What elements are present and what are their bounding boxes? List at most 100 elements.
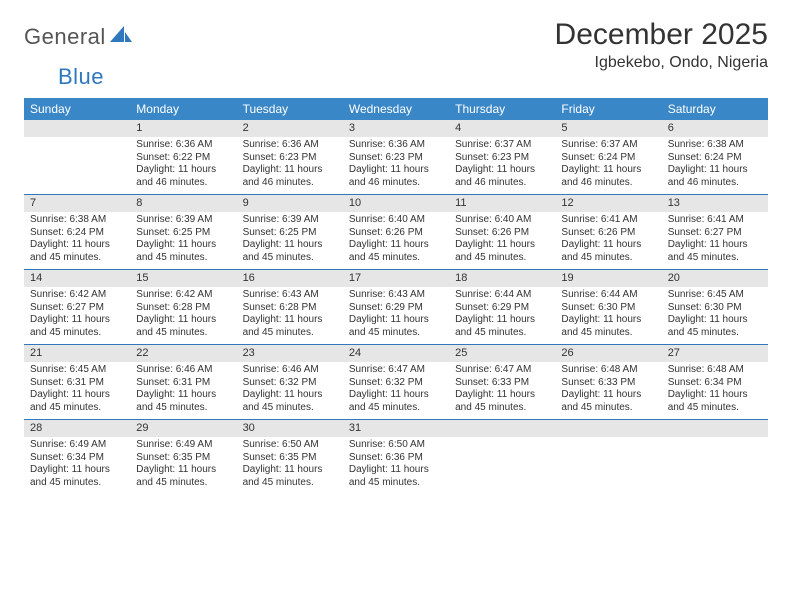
day-number: 25 (449, 345, 555, 362)
day-cell: 22Sunrise: 6:46 AMSunset: 6:31 PMDayligh… (130, 345, 236, 419)
sunset-text: Sunset: 6:27 PM (668, 227, 762, 240)
sunrise-text: Sunrise: 6:50 AM (243, 439, 337, 452)
sunrise-text: Sunrise: 6:40 AM (349, 214, 443, 227)
day-cell: 25Sunrise: 6:47 AMSunset: 6:33 PMDayligh… (449, 345, 555, 419)
day-number: 22 (130, 345, 236, 362)
day-cell: 4Sunrise: 6:37 AMSunset: 6:23 PMDaylight… (449, 120, 555, 194)
day-number: 5 (555, 120, 661, 137)
sunrise-text: Sunrise: 6:38 AM (30, 214, 124, 227)
sunrise-text: Sunrise: 6:48 AM (561, 364, 655, 377)
day-number: 31 (343, 420, 449, 437)
sunset-text: Sunset: 6:25 PM (243, 227, 337, 240)
day-cell: 12Sunrise: 6:41 AMSunset: 6:26 PMDayligh… (555, 195, 661, 269)
sunset-text: Sunset: 6:36 PM (349, 452, 443, 465)
daylight-text: Daylight: 11 hours and 45 minutes. (668, 239, 762, 264)
sunset-text: Sunset: 6:31 PM (30, 377, 124, 390)
day-body: Sunrise: 6:43 AMSunset: 6:29 PMDaylight:… (343, 287, 449, 343)
day-body: Sunrise: 6:41 AMSunset: 6:26 PMDaylight:… (555, 212, 661, 268)
day-body: Sunrise: 6:48 AMSunset: 6:34 PMDaylight:… (662, 362, 768, 418)
day-body: Sunrise: 6:49 AMSunset: 6:35 PMDaylight:… (130, 437, 236, 493)
sunrise-text: Sunrise: 6:44 AM (455, 289, 549, 302)
daylight-text: Daylight: 11 hours and 46 minutes. (668, 164, 762, 189)
weekday-header: Friday (555, 98, 661, 120)
sunrise-text: Sunrise: 6:40 AM (455, 214, 549, 227)
sunrise-text: Sunrise: 6:38 AM (668, 139, 762, 152)
day-body: Sunrise: 6:46 AMSunset: 6:32 PMDaylight:… (237, 362, 343, 418)
week-row: 28Sunrise: 6:49 AMSunset: 6:34 PMDayligh… (24, 420, 768, 494)
sunset-text: Sunset: 6:34 PM (30, 452, 124, 465)
day-number: 18 (449, 270, 555, 287)
day-cell: 2Sunrise: 6:36 AMSunset: 6:23 PMDaylight… (237, 120, 343, 194)
day-cell: 15Sunrise: 6:42 AMSunset: 6:28 PMDayligh… (130, 270, 236, 344)
day-body: Sunrise: 6:43 AMSunset: 6:28 PMDaylight:… (237, 287, 343, 343)
day-cell: 6Sunrise: 6:38 AMSunset: 6:24 PMDaylight… (662, 120, 768, 194)
sunset-text: Sunset: 6:33 PM (561, 377, 655, 390)
daylight-text: Daylight: 11 hours and 45 minutes. (455, 314, 549, 339)
day-body: Sunrise: 6:40 AMSunset: 6:26 PMDaylight:… (343, 212, 449, 268)
week-row: 7Sunrise: 6:38 AMSunset: 6:24 PMDaylight… (24, 195, 768, 270)
week-row: 1Sunrise: 6:36 AMSunset: 6:22 PMDaylight… (24, 120, 768, 195)
sunset-text: Sunset: 6:29 PM (349, 302, 443, 315)
daylight-text: Daylight: 11 hours and 45 minutes. (561, 389, 655, 414)
calendar-grid: Sunday Monday Tuesday Wednesday Thursday… (24, 98, 768, 494)
daylight-text: Daylight: 11 hours and 45 minutes. (30, 314, 124, 339)
day-body: Sunrise: 6:50 AMSunset: 6:35 PMDaylight:… (237, 437, 343, 493)
day-number: 13 (662, 195, 768, 212)
day-cell: 14Sunrise: 6:42 AMSunset: 6:27 PMDayligh… (24, 270, 130, 344)
day-body (449, 437, 555, 443)
day-body: Sunrise: 6:36 AMSunset: 6:23 PMDaylight:… (343, 137, 449, 193)
day-number: 12 (555, 195, 661, 212)
day-number: 14 (24, 270, 130, 287)
daylight-text: Daylight: 11 hours and 46 minutes. (561, 164, 655, 189)
day-number: 26 (555, 345, 661, 362)
daylight-text: Daylight: 11 hours and 45 minutes. (349, 314, 443, 339)
day-cell: 9Sunrise: 6:39 AMSunset: 6:25 PMDaylight… (237, 195, 343, 269)
day-number: 30 (237, 420, 343, 437)
day-number: 24 (343, 345, 449, 362)
day-body: Sunrise: 6:45 AMSunset: 6:30 PMDaylight:… (662, 287, 768, 343)
sunset-text: Sunset: 6:26 PM (561, 227, 655, 240)
day-cell: 24Sunrise: 6:47 AMSunset: 6:32 PMDayligh… (343, 345, 449, 419)
day-number (662, 420, 768, 437)
day-number: 10 (343, 195, 449, 212)
day-body: Sunrise: 6:48 AMSunset: 6:33 PMDaylight:… (555, 362, 661, 418)
week-row: 21Sunrise: 6:45 AMSunset: 6:31 PMDayligh… (24, 345, 768, 420)
logo-text-b: Blue (58, 64, 104, 90)
sunset-text: Sunset: 6:30 PM (561, 302, 655, 315)
day-number: 20 (662, 270, 768, 287)
sunset-text: Sunset: 6:24 PM (561, 152, 655, 165)
day-body: Sunrise: 6:42 AMSunset: 6:28 PMDaylight:… (130, 287, 236, 343)
day-body: Sunrise: 6:44 AMSunset: 6:30 PMDaylight:… (555, 287, 661, 343)
weekday-header: Saturday (662, 98, 768, 120)
day-body: Sunrise: 6:40 AMSunset: 6:26 PMDaylight:… (449, 212, 555, 268)
daylight-text: Daylight: 11 hours and 45 minutes. (668, 314, 762, 339)
day-body: Sunrise: 6:36 AMSunset: 6:22 PMDaylight:… (130, 137, 236, 193)
sunset-text: Sunset: 6:24 PM (668, 152, 762, 165)
day-body: Sunrise: 6:37 AMSunset: 6:24 PMDaylight:… (555, 137, 661, 193)
daylight-text: Daylight: 11 hours and 46 minutes. (455, 164, 549, 189)
sunset-text: Sunset: 6:30 PM (668, 302, 762, 315)
sunrise-text: Sunrise: 6:46 AM (243, 364, 337, 377)
day-cell: 30Sunrise: 6:50 AMSunset: 6:35 PMDayligh… (237, 420, 343, 494)
weekday-header: Thursday (449, 98, 555, 120)
location-label: Igbekebo, Ondo, Nigeria (555, 54, 768, 72)
sunset-text: Sunset: 6:22 PM (136, 152, 230, 165)
daylight-text: Daylight: 11 hours and 45 minutes. (136, 464, 230, 489)
week-row: 14Sunrise: 6:42 AMSunset: 6:27 PMDayligh… (24, 270, 768, 345)
daylight-text: Daylight: 11 hours and 45 minutes. (349, 389, 443, 414)
calendar-page: General December 2025 Igbekebo, Ondo, Ni… (0, 0, 792, 512)
day-number: 15 (130, 270, 236, 287)
weekday-header-row: Sunday Monday Tuesday Wednesday Thursday… (24, 98, 768, 120)
day-body: Sunrise: 6:38 AMSunset: 6:24 PMDaylight:… (662, 137, 768, 193)
day-number (449, 420, 555, 437)
daylight-text: Daylight: 11 hours and 45 minutes. (349, 239, 443, 264)
sunset-text: Sunset: 6:23 PM (455, 152, 549, 165)
day-body: Sunrise: 6:44 AMSunset: 6:29 PMDaylight:… (449, 287, 555, 343)
day-body: Sunrise: 6:37 AMSunset: 6:23 PMDaylight:… (449, 137, 555, 193)
sunset-text: Sunset: 6:24 PM (30, 227, 124, 240)
day-cell: 26Sunrise: 6:48 AMSunset: 6:33 PMDayligh… (555, 345, 661, 419)
month-title: December 2025 (555, 18, 768, 52)
day-body: Sunrise: 6:36 AMSunset: 6:23 PMDaylight:… (237, 137, 343, 193)
sunset-text: Sunset: 6:33 PM (455, 377, 549, 390)
day-body: Sunrise: 6:47 AMSunset: 6:32 PMDaylight:… (343, 362, 449, 418)
